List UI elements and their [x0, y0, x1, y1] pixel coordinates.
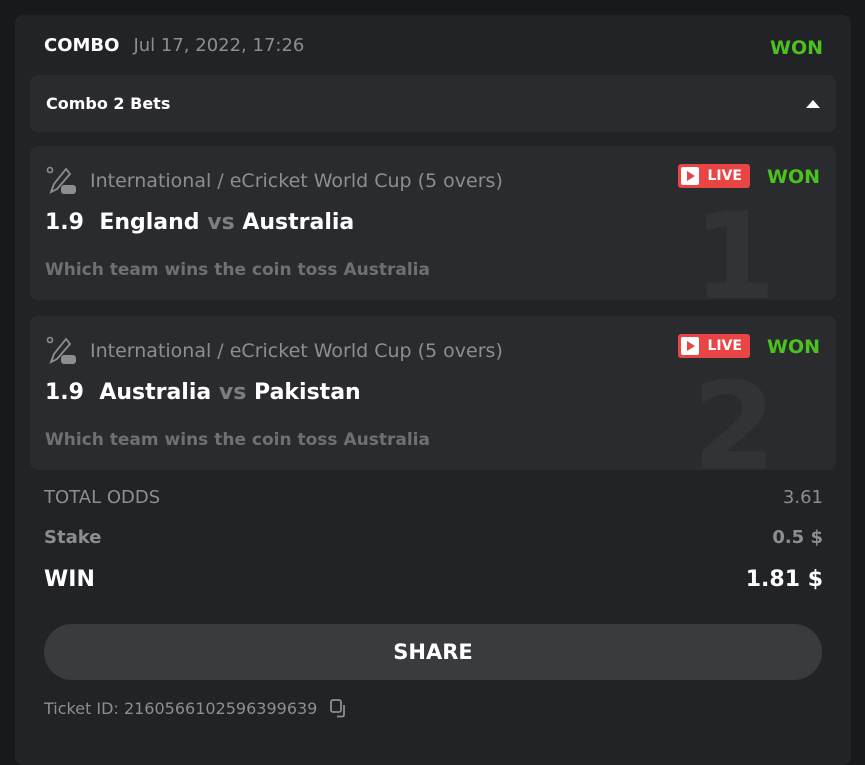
bet-item: 2 International / eCricket World Cup (5 … — [30, 316, 836, 470]
stake-value: 0.5 $ — [772, 527, 823, 548]
stake-label: Stake — [44, 527, 102, 548]
away-team: Australia — [242, 210, 355, 235]
market-selection: Which team wins the coin toss Australia — [45, 430, 430, 450]
league-name: International / eCricket World Cup (5 ov… — [90, 170, 503, 192]
win-value: 1.81 $ — [745, 567, 823, 592]
copy-icon[interactable] — [329, 698, 349, 718]
away-team: Pakistan — [254, 380, 361, 405]
bet-status: WON — [769, 37, 823, 59]
market-selection: Which team wins the coin toss Australia — [45, 260, 430, 280]
live-badge: LIVE — [678, 334, 750, 358]
bet-item-status: WON — [766, 336, 820, 358]
match-teams: 1.9 Australia vs Pakistan — [45, 380, 361, 405]
match-teams: 1.9 England vs Australia — [45, 210, 354, 235]
total-odds-row: TOTAL ODDS 3.61 — [44, 487, 823, 508]
live-badge: LIVE — [678, 164, 750, 188]
league-row: International / eCricket World Cup (5 ov… — [46, 166, 503, 196]
bet-header: COMBO Jul 17, 2022, 17:26 — [44, 35, 304, 56]
accordion-label: Combo 2 Bets — [46, 94, 171, 113]
home-team: England — [99, 210, 200, 235]
play-icon — [681, 167, 700, 185]
stake-row: Stake 0.5 $ — [44, 527, 823, 548]
win-label: WIN — [44, 567, 95, 592]
bet-index: 2 — [692, 358, 777, 471]
total-odds-value: 3.61 — [782, 487, 823, 508]
play-icon — [681, 337, 700, 355]
vs-label: vs — [207, 210, 235, 235]
league-name: International / eCricket World Cup (5 ov… — [90, 340, 503, 362]
total-odds-label: TOTAL ODDS — [44, 487, 161, 508]
share-button[interactable]: SHARE — [44, 624, 822, 680]
odds: 1.9 — [45, 380, 84, 405]
ticket-id-row: Ticket ID: 2160566102596399639 — [44, 698, 349, 718]
combo-bet-card: COMBO Jul 17, 2022, 17:26 WON Combo 2 Be… — [15, 15, 851, 765]
live-label: LIVE — [707, 168, 742, 184]
win-row: WIN 1.81 $ — [44, 567, 823, 592]
bet-index: 1 — [692, 188, 777, 301]
live-label: LIVE — [707, 338, 742, 354]
bet-item-status: WON — [766, 166, 820, 188]
bet-date: Jul 17, 2022, 17:26 — [133, 35, 305, 56]
ticket-id: Ticket ID: 2160566102596399639 — [44, 698, 318, 718]
ecricket-icon — [46, 166, 76, 194]
bet-type: COMBO — [44, 35, 120, 56]
odds: 1.9 — [45, 210, 84, 235]
caret-up-icon — [806, 99, 820, 108]
ecricket-icon — [46, 336, 76, 364]
vs-label: vs — [218, 380, 247, 405]
home-team: Australia — [99, 380, 212, 405]
combo-accordion-toggle[interactable]: Combo 2 Bets — [30, 75, 836, 132]
bet-item: 1 International / eCricket World Cup (5 … — [30, 146, 836, 300]
league-row: International / eCricket World Cup (5 ov… — [46, 336, 503, 366]
